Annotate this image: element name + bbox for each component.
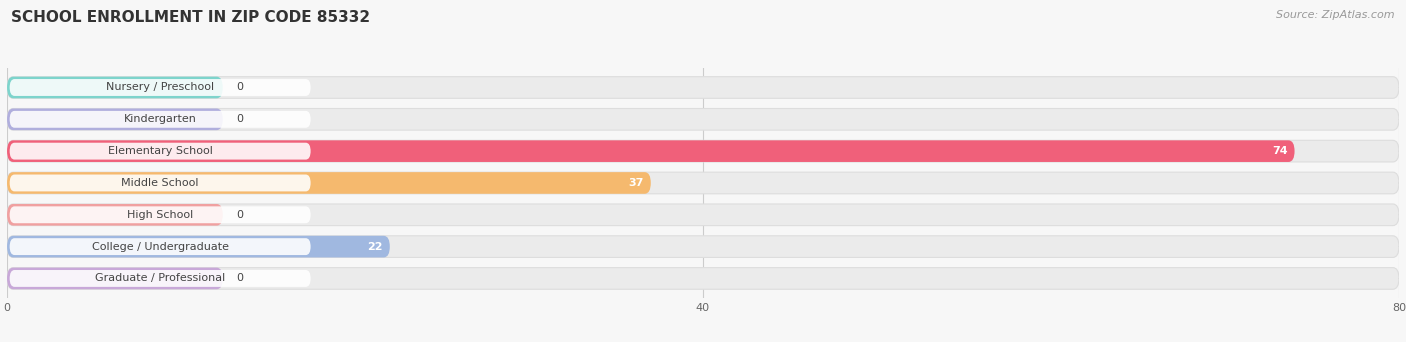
FancyBboxPatch shape <box>10 270 311 287</box>
Text: Kindergarten: Kindergarten <box>124 114 197 124</box>
Text: College / Undergraduate: College / Undergraduate <box>91 241 229 252</box>
FancyBboxPatch shape <box>7 108 1399 130</box>
FancyBboxPatch shape <box>7 236 389 258</box>
Text: Graduate / Professional: Graduate / Professional <box>96 274 225 284</box>
Text: 0: 0 <box>236 274 243 284</box>
Text: 0: 0 <box>236 114 243 124</box>
FancyBboxPatch shape <box>10 143 311 160</box>
FancyBboxPatch shape <box>7 172 651 194</box>
FancyBboxPatch shape <box>7 108 222 130</box>
FancyBboxPatch shape <box>7 268 1399 289</box>
FancyBboxPatch shape <box>7 140 1295 162</box>
FancyBboxPatch shape <box>7 140 1399 162</box>
Text: SCHOOL ENROLLMENT IN ZIP CODE 85332: SCHOOL ENROLLMENT IN ZIP CODE 85332 <box>11 10 370 25</box>
Text: 37: 37 <box>628 178 644 188</box>
FancyBboxPatch shape <box>10 238 311 255</box>
FancyBboxPatch shape <box>10 174 311 192</box>
FancyBboxPatch shape <box>7 204 222 226</box>
Text: 22: 22 <box>367 241 382 252</box>
FancyBboxPatch shape <box>7 204 1399 226</box>
Text: High School: High School <box>127 210 193 220</box>
Text: Middle School: Middle School <box>121 178 198 188</box>
FancyBboxPatch shape <box>7 77 222 98</box>
FancyBboxPatch shape <box>7 172 1399 194</box>
FancyBboxPatch shape <box>10 79 311 96</box>
FancyBboxPatch shape <box>7 77 1399 98</box>
Text: Elementary School: Elementary School <box>108 146 212 156</box>
Text: 0: 0 <box>236 210 243 220</box>
Text: Source: ZipAtlas.com: Source: ZipAtlas.com <box>1277 10 1395 20</box>
FancyBboxPatch shape <box>7 236 1399 258</box>
FancyBboxPatch shape <box>10 111 311 128</box>
Text: Nursery / Preschool: Nursery / Preschool <box>105 82 214 92</box>
FancyBboxPatch shape <box>10 206 311 223</box>
FancyBboxPatch shape <box>7 268 222 289</box>
Text: 0: 0 <box>236 82 243 92</box>
Text: 74: 74 <box>1272 146 1288 156</box>
